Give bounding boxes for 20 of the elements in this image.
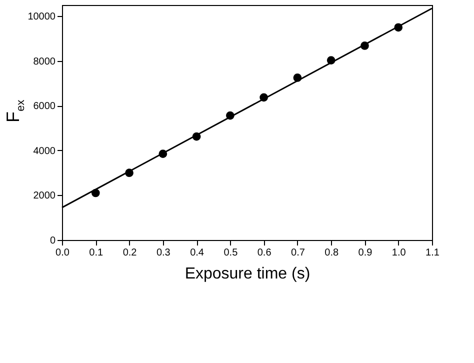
x-axis-title: Exposure time (s) [184,266,310,282]
x-tick-label: 0.7 [291,248,306,258]
y-tick-label: 4000 [33,146,56,157]
x-tick-label: 0.0 [56,248,70,258]
y-tick-label: 0 [50,236,56,246]
y-axis-title: Fex [3,99,27,122]
x-tick-label: 0.3 [156,248,171,258]
x-tick-label: 0.5 [224,248,238,258]
y-tick-label: 2000 [33,190,56,202]
x-tick-label: 0.1 [89,248,104,258]
x-tick-label: 0.4 [190,248,204,258]
y-tick-label: 10000 [28,12,56,23]
x-tick-label: 0.2 [122,248,138,258]
x-tick-label: 0.6 [257,248,272,258]
y-tick-label: 6000 [33,101,56,112]
x-tick-label: 0.9 [358,248,373,258]
y-tick-label: 8000 [33,56,56,68]
x-tick-label: 1.0 [392,248,406,258]
x-tick-label: 1.1 [426,248,440,258]
x-tick-label: 0.8 [324,248,339,258]
